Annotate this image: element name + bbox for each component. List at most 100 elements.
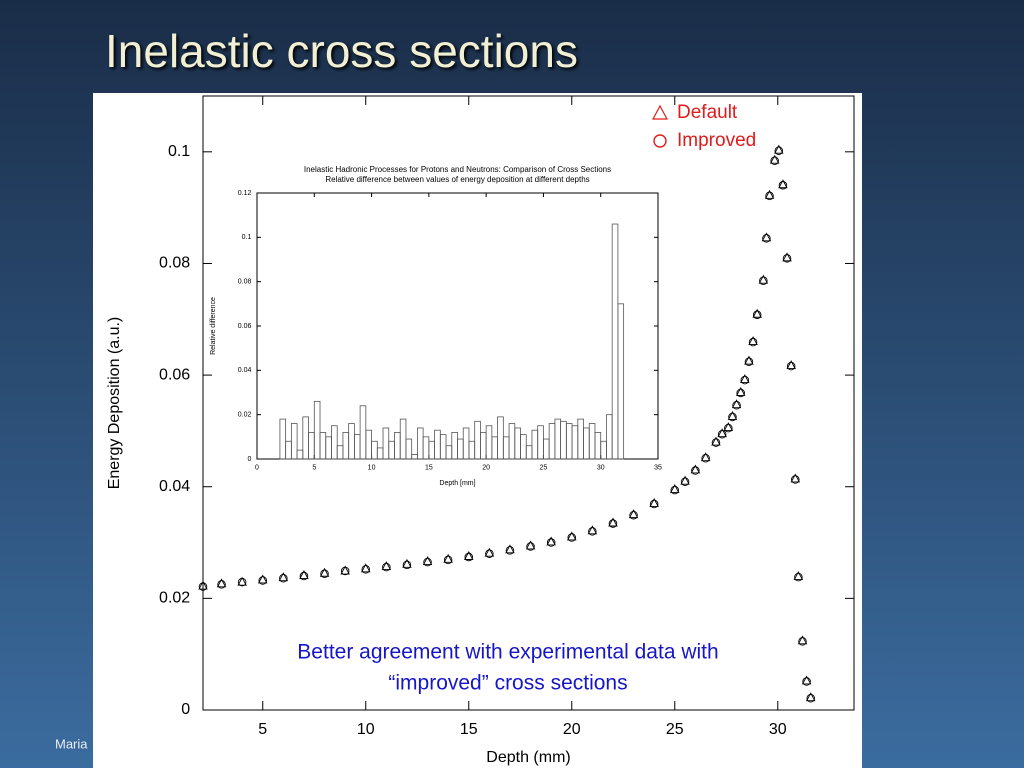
point-triangle [525, 540, 536, 550]
point-triangle [505, 544, 515, 554]
y-tick-label: 0.1 [242, 234, 252, 241]
point-circle [778, 181, 788, 190]
point-circle [629, 510, 638, 520]
point-triangle [628, 509, 639, 519]
point-triangle [587, 525, 598, 535]
legend-label: Default [677, 102, 738, 123]
point-triangle [422, 556, 433, 565]
point-triangle [198, 580, 208, 590]
point-triangle [761, 232, 772, 242]
y-tick-label: 0.02 [238, 412, 252, 419]
point-triangle [774, 144, 784, 154]
point-triangle [805, 692, 816, 702]
x-tick-label: 20 [482, 465, 490, 472]
point-circle [717, 430, 727, 439]
y-tick-label: 0.04 [238, 367, 252, 374]
y-tick-label: 0.1 [168, 143, 190, 160]
point-circle [546, 538, 556, 547]
point-circle [464, 552, 474, 562]
point-circle [798, 637, 807, 646]
point-triangle [782, 252, 792, 262]
point-circle [670, 485, 680, 495]
x-tick-label: 35 [654, 465, 662, 472]
y-tick-label: 0 [247, 456, 251, 463]
x-tick-label: 25 [666, 721, 684, 738]
point-circle [770, 156, 779, 165]
point-triangle [748, 336, 758, 346]
histogram-bar [617, 303, 625, 460]
point-triangle [608, 517, 618, 527]
point-triangle [723, 422, 734, 432]
point-triangle [740, 374, 750, 384]
y-tick-label: 0.04 [159, 478, 190, 495]
point-circle [217, 580, 226, 589]
point-triangle [790, 473, 801, 483]
point-circle [526, 542, 535, 551]
point-circle [608, 519, 618, 528]
point-triangle [717, 428, 727, 438]
point-circle [759, 276, 768, 286]
point-triangle [727, 410, 738, 420]
histogram-bar [290, 423, 298, 460]
point-circle [505, 546, 515, 555]
x-axis-label: Depth (mm) [486, 749, 570, 766]
point-circle [485, 549, 494, 558]
point-triangle [752, 308, 762, 318]
inset-title: Inelastic Hadronic Processes for Protons… [304, 165, 611, 174]
point-circle [649, 499, 659, 509]
x-tick-label: 0 [255, 465, 259, 472]
histogram-bar [279, 418, 287, 460]
point-triangle [567, 531, 577, 541]
point-triangle [443, 553, 453, 563]
y-axis-label: Relative difference [210, 297, 217, 355]
x-tick-label: 30 [769, 721, 787, 738]
histogram-bar [313, 400, 321, 460]
point-triangle [670, 484, 680, 493]
point-triangle [680, 475, 690, 485]
y-tick-label: 0.02 [159, 590, 190, 607]
point-triangle [464, 551, 474, 560]
point-circle [567, 533, 577, 542]
y-tick-label: 0 [181, 701, 190, 718]
point-triangle [361, 563, 371, 573]
point-triangle [711, 436, 721, 446]
point-triangle [649, 498, 659, 507]
point-triangle [257, 574, 268, 584]
point-circle [744, 357, 754, 366]
footer: Maria [55, 736, 88, 751]
point-circle [802, 677, 811, 686]
x-tick-label: 15 [460, 721, 478, 738]
point-triangle [801, 675, 812, 685]
point-triangle [319, 567, 330, 577]
point-triangle [484, 547, 495, 557]
x-axis-label: Depth [mm] [439, 480, 475, 487]
y-tick-label: 0.08 [159, 255, 190, 272]
point-circle [279, 574, 288, 583]
x-tick-label: 25 [540, 465, 548, 472]
point-circle [736, 388, 745, 398]
point-circle [786, 361, 796, 371]
point-triangle [278, 572, 289, 582]
point-circle [752, 310, 762, 320]
point-triangle [402, 558, 412, 568]
point-circle [402, 560, 412, 570]
point-triangle [731, 399, 742, 409]
point-circle [711, 438, 721, 447]
point-triangle [786, 360, 796, 370]
x-tick-label: 5 [312, 465, 316, 472]
point-triangle [764, 189, 775, 199]
point-triangle [797, 635, 808, 645]
point-triangle [758, 274, 769, 284]
point-circle [748, 337, 758, 347]
point-triangle [793, 571, 804, 581]
histogram-bar [405, 438, 413, 460]
point-circle [361, 565, 371, 574]
point-circle [443, 555, 453, 565]
point-circle [701, 454, 710, 463]
point-circle [198, 582, 208, 591]
x-tick-label: 5 [258, 721, 267, 738]
y-axis-label: Energy Deposition (a.u.) [106, 317, 123, 490]
point-circle [774, 146, 784, 155]
x-tick-label: 10 [357, 721, 375, 738]
